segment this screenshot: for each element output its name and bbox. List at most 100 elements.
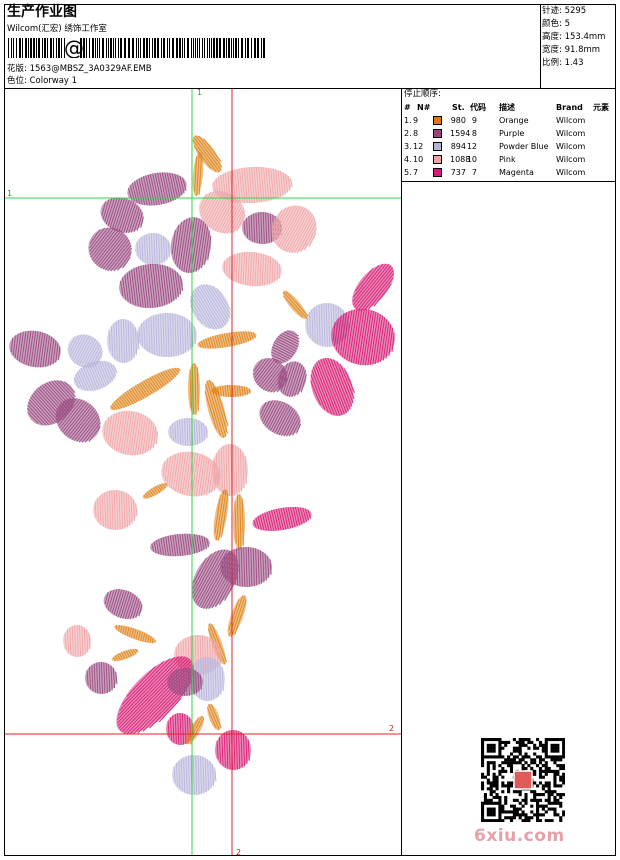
row-brand: Wilcom — [556, 142, 586, 151]
qr-module — [512, 749, 516, 753]
qr-module — [495, 793, 499, 797]
qr-module — [518, 761, 522, 765]
qr-module — [492, 738, 496, 742]
barcode-bar — [42, 38, 43, 58]
qr-module — [536, 819, 540, 822]
row-code: 9 — [471, 116, 477, 125]
qr-module — [509, 819, 514, 822]
qr-module — [486, 778, 490, 782]
qr-module — [544, 740, 548, 744]
qr-module — [489, 755, 493, 759]
qr-module — [509, 816, 514, 820]
qr-module — [498, 738, 502, 742]
qr-module — [524, 801, 528, 805]
stitch-count: 针迹: 5295 — [542, 6, 587, 16]
stitch-motif — [227, 595, 247, 638]
qr-module — [547, 769, 551, 773]
barcode-bar — [106, 38, 107, 58]
barcode-bar — [99, 38, 100, 58]
design-width: 宽度: 91.8mm — [542, 45, 601, 55]
barcode-bar — [204, 38, 205, 58]
qr-module — [533, 743, 537, 747]
qr-module — [550, 801, 554, 805]
row-brand: Wilcom — [556, 155, 586, 164]
qr-module — [524, 761, 528, 765]
barcode-bar — [199, 38, 200, 58]
barcode-bar — [108, 38, 109, 58]
header-bottom-rule — [4, 88, 616, 89]
barcode-bar — [163, 38, 165, 58]
green-vertical-guide-label: 1 — [197, 88, 203, 97]
qr-module — [498, 769, 502, 773]
qr-module — [489, 761, 493, 765]
row-brand: Wilcom — [556, 168, 586, 177]
stitch-motif — [277, 361, 307, 398]
qr-module — [501, 790, 505, 794]
qr-module — [486, 749, 490, 753]
qr-module — [536, 801, 540, 805]
barcode-bar — [36, 38, 37, 58]
stitch-motif — [206, 703, 222, 731]
qr-module — [559, 766, 563, 771]
qr-module — [501, 807, 505, 811]
qr-module — [530, 758, 534, 762]
qr-module — [518, 801, 522, 805]
barcode: @ — [8, 38, 265, 58]
qr-module — [481, 740, 485, 744]
row-desc: Purple — [499, 129, 525, 138]
stitch-motif — [310, 357, 355, 417]
qr-module — [515, 807, 519, 811]
row-code: 7 — [471, 168, 477, 177]
qr-module — [489, 746, 493, 750]
thread-color-swatch — [433, 155, 442, 164]
qr-module — [512, 813, 516, 817]
qr-module — [562, 746, 565, 750]
stitch-motif — [111, 648, 139, 662]
qr-module — [536, 764, 540, 768]
barcode-bar — [176, 38, 178, 58]
qr-module — [533, 769, 537, 773]
barcode-bar — [13, 38, 14, 58]
qr-module — [504, 743, 508, 747]
row-index: 5. — [404, 168, 412, 177]
row-desc: Orange — [499, 116, 529, 125]
barcode-bar — [25, 38, 27, 58]
qr-module — [481, 772, 485, 776]
stop-sequence-title: 停止顺序: — [404, 89, 441, 99]
qr-module — [498, 772, 502, 776]
qr-module — [533, 761, 537, 765]
qr-module — [518, 807, 522, 811]
qr-module — [495, 795, 499, 800]
barcode-bar — [33, 38, 35, 58]
qr-module — [512, 758, 516, 762]
qr-module — [562, 781, 565, 785]
qr-module — [550, 738, 554, 742]
barcode-bar — [136, 38, 137, 58]
qr-module — [509, 758, 514, 762]
stitch-motif — [9, 330, 61, 368]
qr-module — [538, 743, 543, 747]
qr-module — [521, 758, 525, 762]
qr-module — [538, 755, 543, 759]
qr-module — [481, 819, 485, 822]
qr-module — [521, 810, 525, 814]
qr-module — [544, 764, 548, 768]
embroidery-design — [5, 89, 401, 855]
qr-module — [530, 810, 534, 814]
qr-module — [544, 790, 548, 794]
stitch-motif — [197, 331, 257, 349]
qr-module — [512, 804, 516, 808]
qr-module — [498, 801, 502, 805]
qr-module — [544, 781, 548, 785]
stitch-motif — [170, 217, 212, 274]
barcode-bar — [235, 38, 237, 58]
qr-module — [483, 801, 487, 805]
qr-module — [489, 801, 493, 805]
qr-module — [533, 793, 537, 797]
barcode-bar — [197, 38, 198, 58]
barcode-bar — [251, 38, 252, 58]
barcode-bar — [16, 38, 17, 58]
qr-module — [556, 772, 560, 776]
qr-module — [483, 798, 487, 802]
qr-module — [559, 793, 563, 797]
